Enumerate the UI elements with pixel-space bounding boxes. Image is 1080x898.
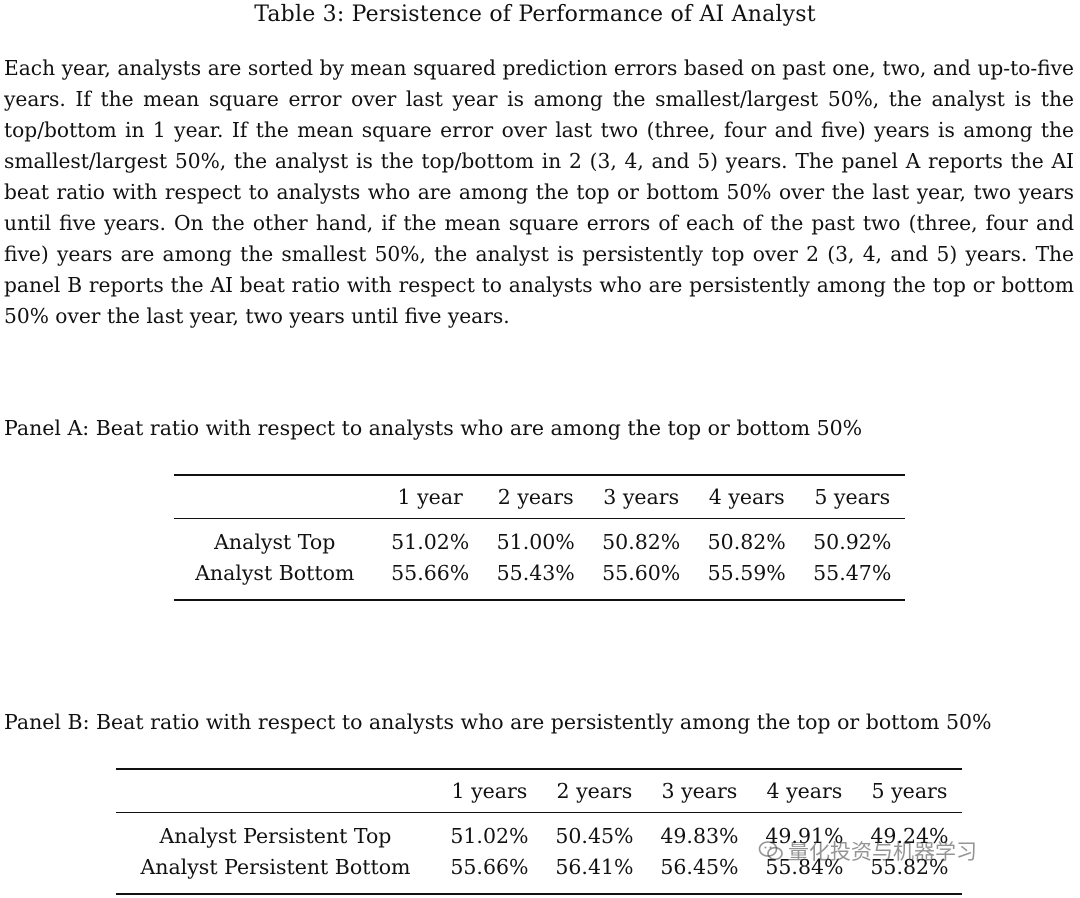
table-cell: 49.91%: [765, 824, 844, 848]
row-label: Analyst Persistent Bottom: [140, 855, 411, 879]
table-cell: 55.66%: [450, 855, 529, 879]
table-cell: 56.45%: [660, 855, 739, 879]
panel-b-header-row: 1 years 2 years 3 years 4 years 5 years: [116, 769, 962, 813]
table-cell: 50.82%: [707, 530, 786, 554]
panel-a-header-row: 1 year 2 years 3 years 4 years 5 years: [174, 475, 905, 519]
header-blank: [174, 475, 377, 519]
table-cell: 51.02%: [450, 824, 529, 848]
header-blank: [116, 769, 437, 813]
panel-b-heading: Panel B: Beat ratio with respect to anal…: [4, 710, 992, 734]
table-cell: 50.92%: [813, 530, 892, 554]
watermark: 量化投资与机器学习: [758, 836, 977, 867]
column-header: 3 years: [661, 779, 738, 803]
table-cell: 49.83%: [660, 824, 739, 848]
table-cell: 56.41%: [555, 855, 634, 879]
column-header: 5 years: [871, 779, 948, 803]
table-description: Each year, analysts are sorted by mean s…: [4, 56, 1074, 328]
table-row: Analyst Top 51.02% 51.00% 50.82% 50.82% …: [174, 519, 905, 559]
row-label: Analyst Bottom: [195, 561, 355, 585]
table-cell: 50.45%: [555, 824, 634, 848]
row-label: Analyst Top: [214, 530, 336, 554]
column-header: 4 years: [766, 779, 843, 803]
table-title: Table 3: Persistence of Performance of A…: [254, 2, 816, 27]
column-header: 2 years: [556, 779, 633, 803]
row-label: Analyst Persistent Top: [159, 824, 392, 848]
table-cell: 55.84%: [765, 855, 844, 879]
table-cell: 55.43%: [496, 561, 575, 585]
table-cell: 55.66%: [391, 561, 470, 585]
table-cell: 55.60%: [602, 561, 681, 585]
table-cell: 49.24%: [870, 824, 949, 848]
panel-b-table: 1 years 2 years 3 years 4 years 5 years …: [116, 768, 962, 895]
wechat-icon: [758, 840, 784, 867]
table-cell: 55.82%: [870, 855, 949, 879]
column-header: 4 years: [708, 485, 785, 509]
table-cell: 50.82%: [602, 530, 681, 554]
column-header: 1 years: [451, 779, 528, 803]
column-header: 2 years: [497, 485, 574, 509]
table-cell: 51.02%: [391, 530, 470, 554]
watermark-text: 量化投资与机器学习: [788, 840, 977, 864]
table-cell: 51.00%: [496, 530, 575, 554]
table-cell: 55.59%: [707, 561, 786, 585]
panel-a-table: 1 year 2 years 3 years 4 years 5 years A…: [174, 474, 905, 601]
table-row: Analyst Persistent Bottom 55.66% 56.41% …: [116, 852, 962, 894]
column-header: 3 years: [603, 485, 680, 509]
column-header: 5 years: [814, 485, 891, 509]
table-row: Analyst Bottom 55.66% 55.43% 55.60% 55.5…: [174, 558, 905, 600]
panel-a-heading: Panel A: Beat ratio with respect to anal…: [4, 416, 863, 440]
column-header: 1 year: [397, 485, 463, 509]
table-cell: 55.47%: [813, 561, 892, 585]
table-row: Analyst Persistent Top 51.02% 50.45% 49.…: [116, 813, 962, 853]
